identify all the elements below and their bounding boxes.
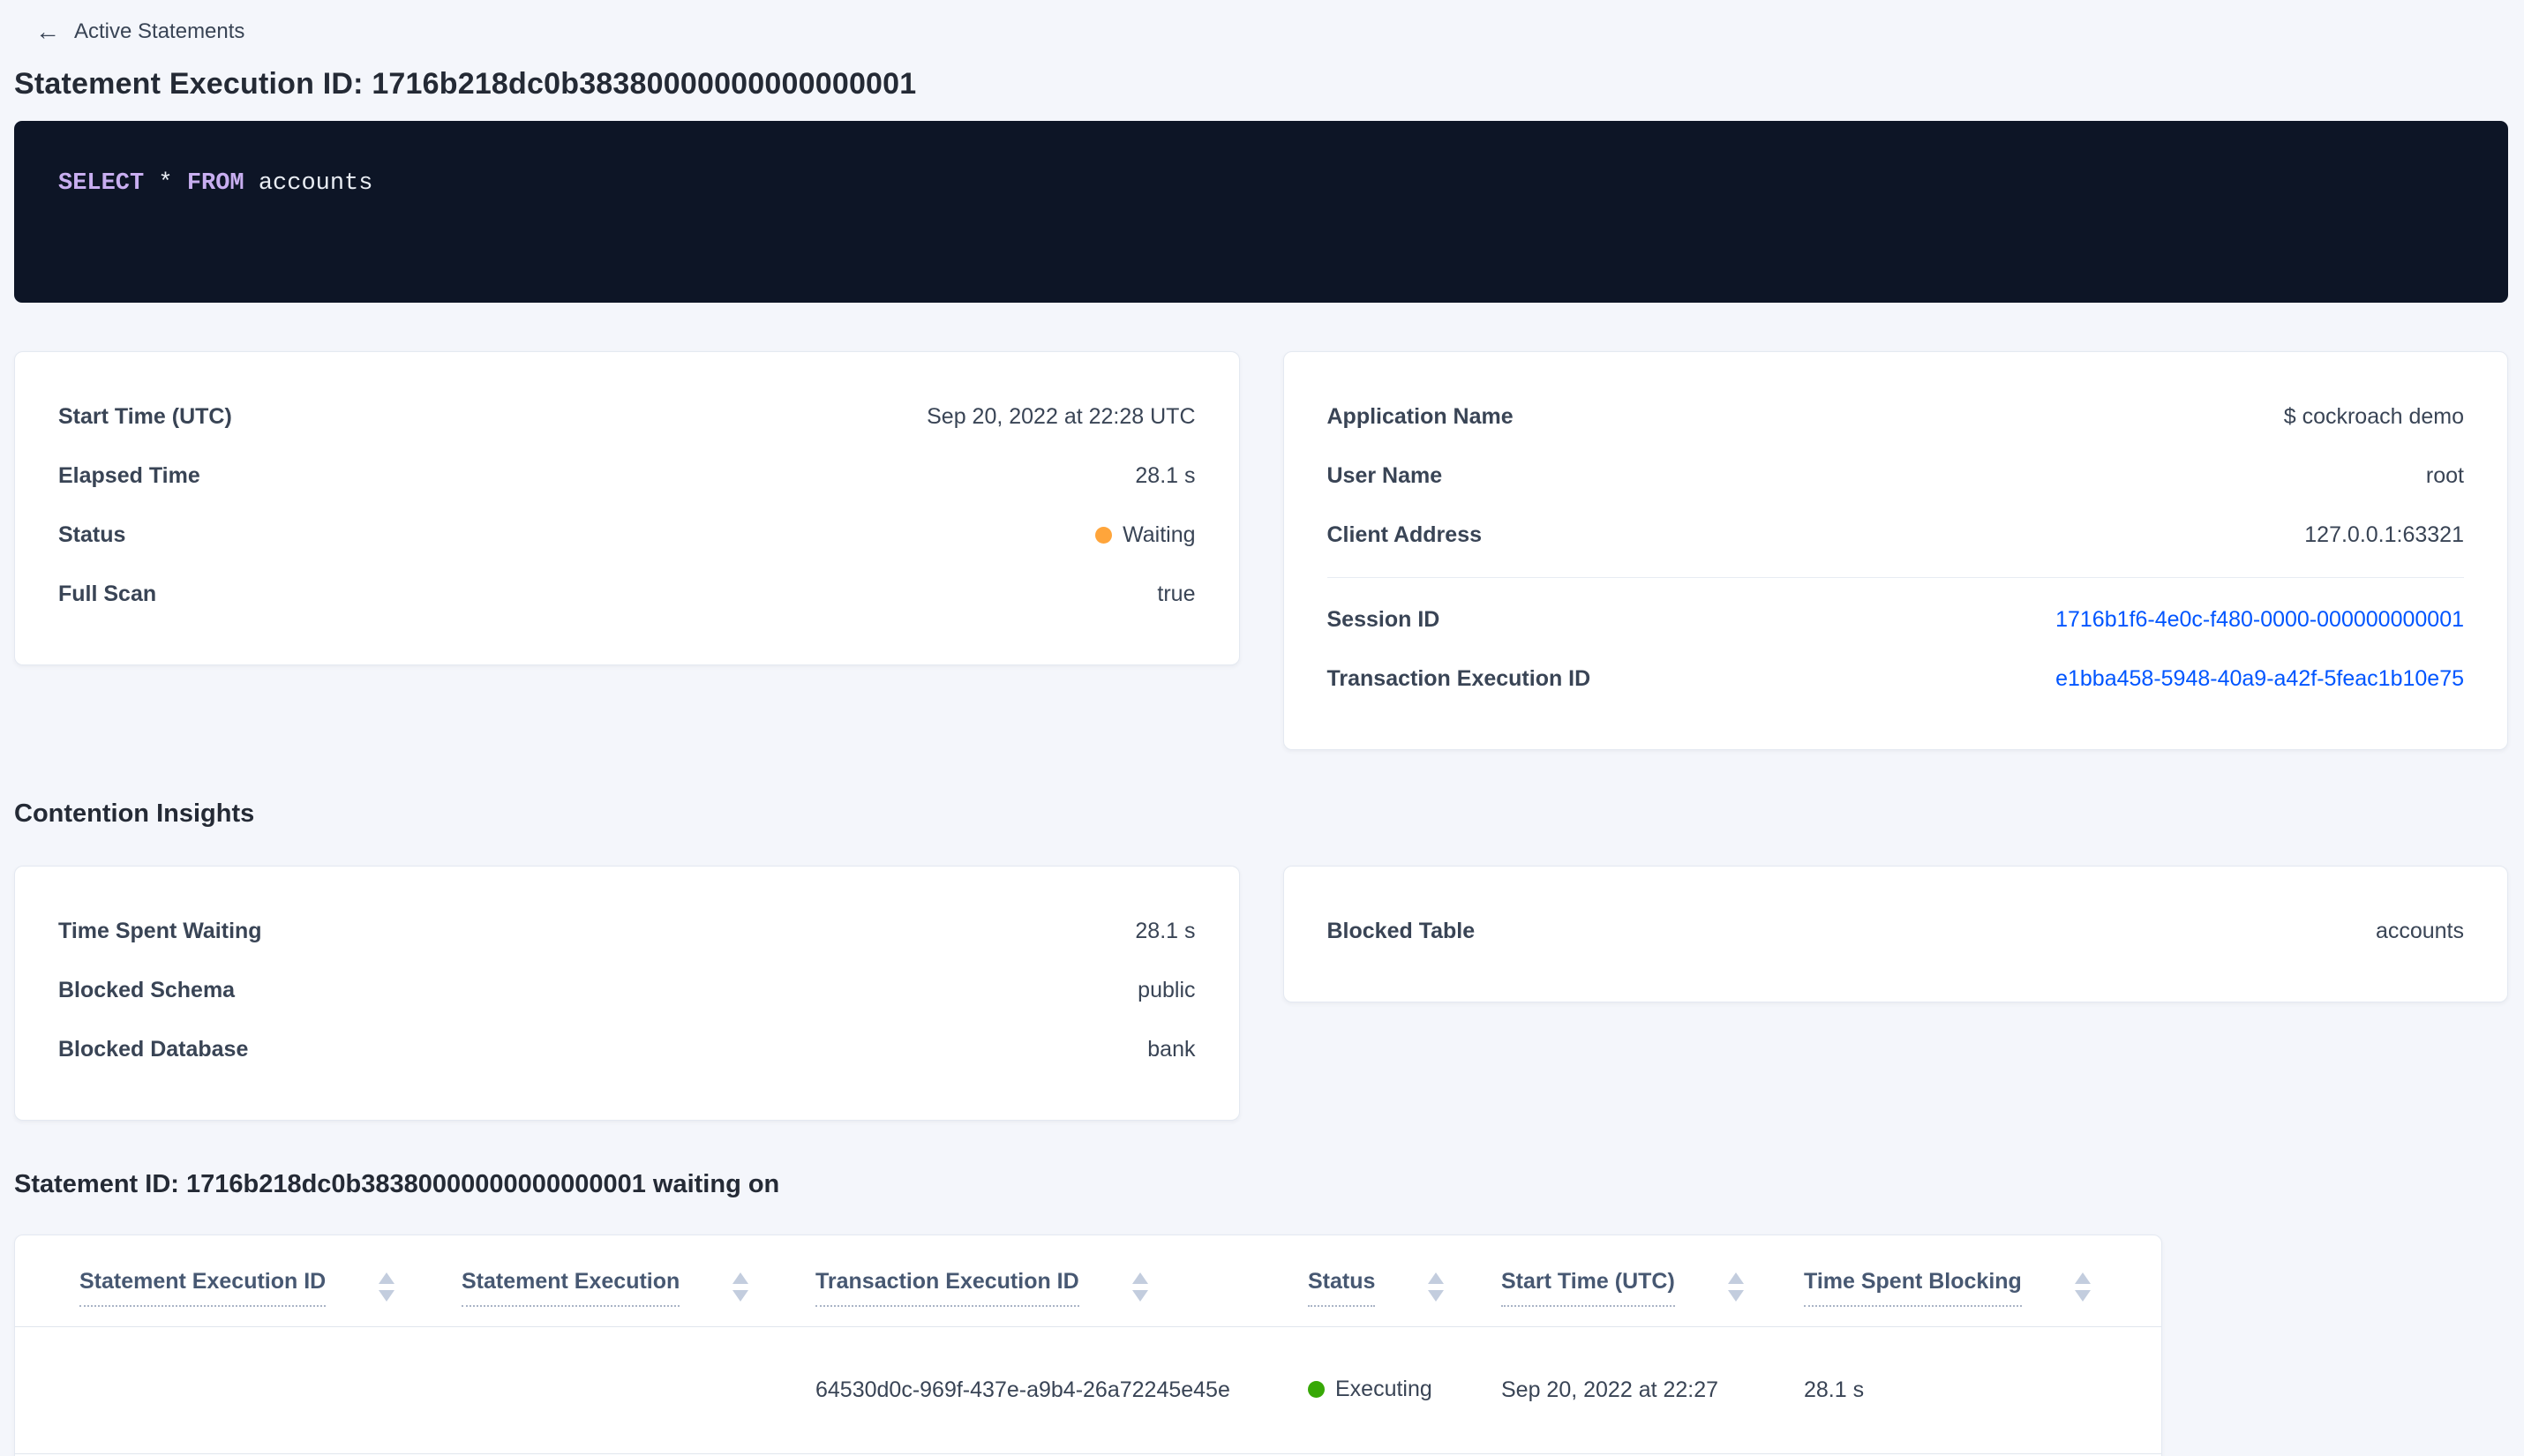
- application-name-row: Application Name $ cockroach demo: [1327, 387, 2465, 447]
- application-name-label: Application Name: [1326, 404, 1514, 429]
- sort-icon[interactable]: [1131, 1272, 1148, 1302]
- execution-overview-card: Start Time (UTC) Sep 20, 2022 at 22:28 U…: [14, 351, 1240, 665]
- cell-start-time: Sep 20, 2022 at 22:27: [1501, 1377, 1719, 1402]
- contention-insights-heading: Contention Insights: [14, 799, 255, 828]
- column-header-statement-execution[interactable]: Statement Execution: [462, 1269, 815, 1326]
- blocked-schema-label: Blocked Schema: [58, 978, 236, 1002]
- blocked-table-card: Blocked Table accounts: [1282, 866, 2508, 1002]
- details-cards-row: Start Time (UTC) Sep 20, 2022 at 22:28 U…: [14, 351, 2508, 750]
- waiting-statements-table: Statement Execution ID Statement Executi…: [14, 1235, 2162, 1456]
- elapsed-time-row: Elapsed Time 28.1 s: [58, 447, 1196, 506]
- back-link[interactable]: ← Active Statements: [14, 19, 2508, 44]
- column-header-transaction-execution-id[interactable]: Transaction Execution ID: [815, 1269, 1308, 1326]
- blocked-schema-value: public: [1138, 978, 1196, 1002]
- sort-icon[interactable]: [732, 1272, 749, 1302]
- full-scan-label: Full Scan: [58, 582, 157, 606]
- column-header-status[interactable]: Status: [1308, 1269, 1501, 1326]
- sort-icon[interactable]: [1428, 1272, 1445, 1302]
- cell-status-text: Executing: [1335, 1377, 1432, 1401]
- elapsed-time-value: 28.1 s: [1135, 463, 1196, 488]
- sort-icon[interactable]: [2074, 1272, 2091, 1302]
- user-name-row: User Name root: [1327, 447, 2465, 506]
- application-name-value: $ cockroach demo: [2283, 404, 2464, 429]
- status-row: Status Waiting: [58, 506, 1196, 565]
- transaction-execution-id-link[interactable]: e1bba458-5948-40a9-a42f-5feac1b10e75: [2055, 666, 2464, 691]
- column-header-time-spent-blocking[interactable]: Time Spent Blocking: [1804, 1269, 2132, 1326]
- page-title: Statement Execution ID: 1716b218dc0b3838…: [14, 67, 917, 101]
- session-id-link[interactable]: 1716b1f6-4e0c-f480-0000-000000000001: [2055, 607, 2464, 632]
- client-address-value: 127.0.0.1:63321: [2304, 522, 2464, 547]
- back-link-label: Active Statements: [74, 19, 245, 43]
- sql-keyword: FROM: [186, 170, 244, 197]
- elapsed-time-label: Elapsed Time: [58, 463, 200, 488]
- back-arrow-icon: ←: [35, 18, 60, 45]
- transaction-execution-id-row: Transaction Execution ID e1bba458-5948-4…: [1327, 649, 2465, 709]
- blocked-database-row: Blocked Database bank: [58, 1020, 1196, 1079]
- column-header-label: Time Spent Blocking: [1804, 1269, 2022, 1307]
- table-header-row: Statement Execution ID Statement Executi…: [15, 1235, 2161, 1327]
- blocked-database-label: Blocked Database: [58, 1037, 249, 1062]
- sql-table-name: accounts: [258, 170, 373, 197]
- blocked-table-label: Blocked Table: [1326, 919, 1476, 943]
- column-header-statement-execution-id[interactable]: Statement Execution ID: [79, 1269, 462, 1326]
- sort-icon[interactable]: [379, 1272, 395, 1302]
- client-address-label: Client Address: [1326, 522, 1483, 547]
- status-label: Status: [58, 522, 126, 547]
- session-id-row: Session ID 1716b1f6-4e0c-f480-0000-00000…: [1327, 590, 2465, 649]
- waiting-on-heading: Statement ID: 1716b218dc0b38380000000000…: [14, 1170, 780, 1198]
- column-header-label: Status: [1308, 1269, 1376, 1307]
- client-address-row: Client Address 127.0.0.1:63321: [1327, 506, 2465, 565]
- column-header-label: Transaction Execution ID: [815, 1269, 1079, 1307]
- column-header-start-time[interactable]: Start Time (UTC): [1501, 1269, 1804, 1326]
- column-header-label: Statement Execution ID: [79, 1269, 327, 1307]
- contention-cards-row: Time Spent Waiting 28.1 s Blocked Schema…: [14, 866, 2508, 1121]
- full-scan-value: true: [1157, 582, 1196, 606]
- transaction-execution-id-label: Transaction Execution ID: [1326, 666, 1591, 691]
- cell-status: Executing: [1308, 1377, 1501, 1404]
- session-id-label: Session ID: [1326, 607, 1440, 632]
- blocked-table-row: Blocked Table accounts: [1327, 902, 2465, 961]
- user-name-label: User Name: [1326, 463, 1443, 488]
- start-time-label: Start Time (UTC): [58, 404, 232, 429]
- full-scan-row: Full Scan true: [58, 565, 1196, 624]
- sort-icon[interactable]: [1727, 1272, 1744, 1302]
- column-header-label: Statement Execution: [462, 1269, 680, 1307]
- contention-details-card: Time Spent Waiting 28.1 s Blocked Schema…: [14, 866, 1240, 1121]
- sql-text: *: [158, 170, 173, 197]
- executing-status-dot-icon: [1308, 1381, 1325, 1398]
- time-spent-waiting-value: 28.1 s: [1135, 919, 1196, 943]
- blocked-table-value: accounts: [2375, 919, 2464, 943]
- start-time-row: Start Time (UTC) Sep 20, 2022 at 22:28 U…: [58, 387, 1196, 447]
- user-name-value: root: [2425, 463, 2464, 488]
- time-spent-waiting-row: Time Spent Waiting 28.1 s: [58, 902, 1196, 961]
- cell-time-spent-blocking: 28.1 s: [1804, 1377, 1865, 1402]
- waiting-status-dot-icon: [1095, 527, 1113, 544]
- time-spent-waiting-label: Time Spent Waiting: [58, 919, 262, 943]
- table-row: 64530d0c-969f-437e-a9b4-26a72245e45e Exe…: [15, 1327, 2161, 1454]
- sql-keyword: SELECT: [58, 170, 145, 197]
- start-time-value: Sep 20, 2022 at 22:28 UTC: [927, 404, 1196, 429]
- blocked-database-value: bank: [1147, 1037, 1196, 1062]
- status-value: Waiting: [1123, 522, 1196, 547]
- cell-transaction-execution-id: 64530d0c-969f-437e-a9b4-26a72245e45e: [815, 1377, 1230, 1402]
- sql-statement-box: SELECT * FROM accounts: [14, 121, 2508, 303]
- session-details-card: Application Name $ cockroach demo User N…: [1282, 351, 2508, 750]
- blocked-schema-row: Blocked Schema public: [58, 961, 1196, 1020]
- column-header-label: Start Time (UTC): [1501, 1269, 1675, 1307]
- card-divider: [1326, 577, 2464, 578]
